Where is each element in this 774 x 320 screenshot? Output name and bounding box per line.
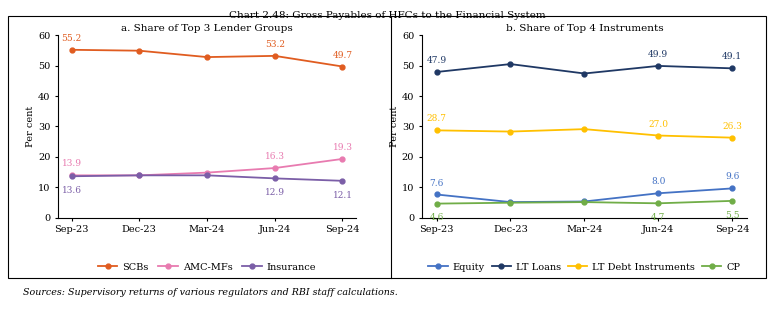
Text: 16.3: 16.3 <box>265 152 285 161</box>
Text: 5.5: 5.5 <box>724 211 739 220</box>
Text: 13.6: 13.6 <box>62 186 81 195</box>
Title: a. Share of Top 3 Lender Groups: a. Share of Top 3 Lender Groups <box>122 24 293 33</box>
Text: 7.6: 7.6 <box>430 179 444 188</box>
Text: 4.7: 4.7 <box>651 213 666 222</box>
Text: Sources: Supervisory returns of various regulators and RBI staff calculations.: Sources: Supervisory returns of various … <box>23 288 398 297</box>
Text: 4.6: 4.6 <box>430 213 444 222</box>
Text: 8.0: 8.0 <box>651 177 666 186</box>
Text: 49.1: 49.1 <box>722 52 742 61</box>
Text: 13.9: 13.9 <box>62 159 81 168</box>
Y-axis label: Per cent: Per cent <box>390 106 399 147</box>
Text: 26.3: 26.3 <box>722 122 742 131</box>
Text: 47.9: 47.9 <box>426 56 447 65</box>
Title: b. Share of Top 4 Instruments: b. Share of Top 4 Instruments <box>505 24 663 33</box>
Y-axis label: Per cent: Per cent <box>26 106 36 147</box>
Text: 55.2: 55.2 <box>61 34 82 43</box>
Text: 9.6: 9.6 <box>725 172 739 181</box>
Text: 27.0: 27.0 <box>649 120 668 129</box>
Text: 49.7: 49.7 <box>332 51 353 60</box>
Legend: SCBs, AMC-MFs, Insurance: SCBs, AMC-MFs, Insurance <box>94 259 320 276</box>
Legend: Equity, LT Loans, LT Debt Instruments, CP: Equity, LT Loans, LT Debt Instruments, C… <box>425 259 744 276</box>
Text: 53.2: 53.2 <box>265 40 285 49</box>
Text: 19.3: 19.3 <box>333 143 352 152</box>
Text: 12.9: 12.9 <box>265 188 285 197</box>
Text: Chart 2.48: Gross Payables of HFCs to the Financial System: Chart 2.48: Gross Payables of HFCs to th… <box>228 11 546 20</box>
Text: 49.9: 49.9 <box>648 50 668 59</box>
Text: 28.7: 28.7 <box>426 115 447 124</box>
Text: 12.1: 12.1 <box>333 190 352 200</box>
